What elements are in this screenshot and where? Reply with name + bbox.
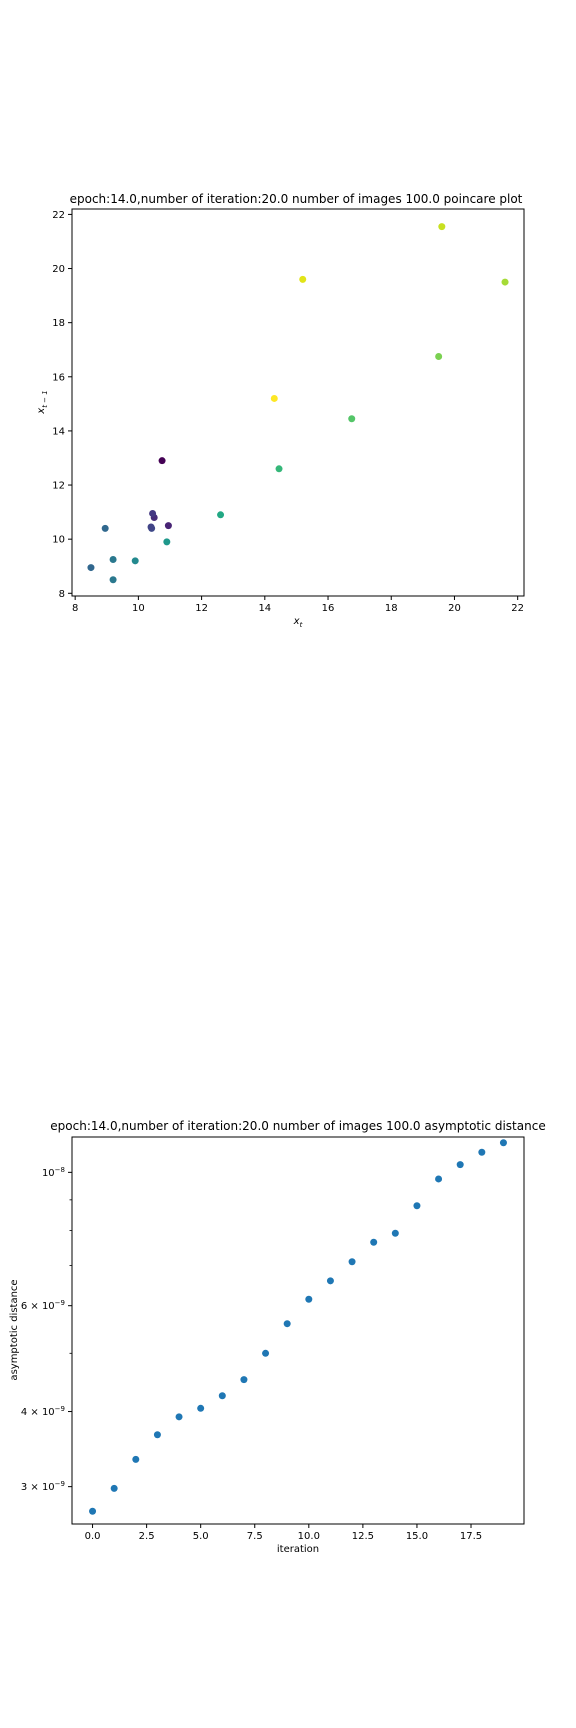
x-tick-label: 22 bbox=[511, 603, 524, 614]
data-point bbox=[305, 1295, 313, 1303]
y-tick-label: 20 bbox=[52, 264, 65, 275]
x-tick-label: 10 bbox=[132, 603, 145, 614]
data-point bbox=[197, 1404, 205, 1412]
data-point bbox=[326, 1277, 334, 1285]
y-tick-label: 18 bbox=[52, 318, 65, 329]
x-tick-label: 17.5 bbox=[460, 1531, 482, 1542]
poincare-chart: epoch:14.0,number of iteration:20.0 numb… bbox=[36, 192, 525, 629]
data-point bbox=[413, 1202, 421, 1210]
x-tick-label: 0.0 bbox=[85, 1531, 101, 1542]
data-point bbox=[218, 1392, 226, 1400]
poincare-plot-frame bbox=[71, 208, 525, 597]
x-tick-label: 18 bbox=[385, 603, 398, 614]
x-tick-label: 5.0 bbox=[193, 1531, 209, 1542]
x-tick-label: 8 bbox=[72, 603, 78, 614]
data-point bbox=[132, 1455, 140, 1463]
asymptotic-y-ticks: 3 × 10−9 4 × 10−9 6 × 10−9 10−8 bbox=[21, 1166, 72, 1493]
y-tick-label: 10−8 bbox=[42, 1166, 65, 1179]
poincare-y-axis-label: xt − 1 bbox=[36, 390, 49, 414]
data-point bbox=[110, 1484, 118, 1492]
x-tick-label: 12 bbox=[195, 603, 208, 614]
data-point bbox=[153, 1431, 161, 1439]
data-point bbox=[283, 1320, 291, 1328]
poincare-x-axis-label: xt bbox=[293, 616, 303, 629]
data-point bbox=[456, 1161, 464, 1169]
x-tick-label: 16 bbox=[322, 603, 335, 614]
asymptotic-chart-title: epoch:14.0,number of iteration:20.0 numb… bbox=[50, 1119, 545, 1133]
data-point bbox=[501, 278, 509, 286]
y-tick-label: 16 bbox=[52, 372, 65, 383]
y-tick-label: 22 bbox=[52, 210, 65, 221]
asymptotic-x-axis-label: iteration bbox=[277, 1544, 319, 1555]
asymptotic-plot-frame bbox=[71, 1136, 525, 1525]
data-point bbox=[164, 522, 172, 530]
data-point bbox=[131, 557, 139, 565]
data-point bbox=[270, 394, 278, 402]
y-tick-label: 12 bbox=[52, 481, 65, 492]
data-point bbox=[275, 465, 283, 473]
data-point bbox=[391, 1229, 399, 1237]
data-point bbox=[348, 415, 356, 423]
data-point bbox=[370, 1238, 378, 1246]
poincare-y-ticks: 8 10 12 14 16 18 20 22 bbox=[52, 210, 72, 600]
data-point bbox=[89, 1507, 97, 1515]
asymptotic-chart: epoch:14.0,number of iteration:20.0 numb… bbox=[9, 1119, 546, 1555]
data-point bbox=[87, 564, 95, 572]
data-point bbox=[109, 576, 117, 584]
asymptotic-points bbox=[89, 1139, 507, 1515]
asymptotic-x-ticks: 0.0 2.5 5.0 7.5 10.0 12.5 15.0 17.5 bbox=[85, 1524, 482, 1542]
x-tick-label: 14 bbox=[258, 603, 271, 614]
y-tick-label: 3 × 10−9 bbox=[21, 1480, 65, 1493]
data-point bbox=[348, 1258, 356, 1266]
asymptotic-y-axis-label: asymptotic distance bbox=[9, 1279, 20, 1380]
data-point bbox=[217, 511, 225, 519]
data-point bbox=[158, 457, 166, 465]
data-point bbox=[435, 1175, 443, 1183]
y-tick-label: 8 bbox=[59, 589, 65, 600]
y-tick-label: 6 × 10−9 bbox=[21, 1299, 65, 1312]
x-tick-label: 10.0 bbox=[298, 1531, 320, 1542]
x-tick-label: 12.5 bbox=[352, 1531, 374, 1542]
data-point bbox=[438, 223, 446, 231]
data-point bbox=[435, 352, 443, 360]
y-tick-label: 10 bbox=[52, 535, 65, 546]
data-point bbox=[175, 1413, 183, 1421]
x-tick-label: 15.0 bbox=[406, 1531, 428, 1542]
data-point bbox=[262, 1349, 270, 1357]
data-point bbox=[147, 523, 155, 531]
data-point bbox=[299, 275, 307, 283]
data-point bbox=[101, 524, 109, 532]
poincare-points bbox=[87, 223, 509, 584]
data-point bbox=[163, 538, 171, 546]
poincare-chart-title: epoch:14.0,number of iteration:20.0 numb… bbox=[70, 192, 523, 206]
data-point bbox=[478, 1148, 486, 1156]
x-tick-label: 2.5 bbox=[139, 1531, 155, 1542]
y-tick-label: 4 × 10−9 bbox=[21, 1405, 65, 1418]
data-point bbox=[109, 555, 117, 563]
data-point bbox=[149, 509, 157, 517]
y-tick-label: 14 bbox=[52, 426, 65, 437]
x-tick-label: 20 bbox=[448, 603, 461, 614]
data-point bbox=[240, 1376, 248, 1384]
poincare-x-ticks: 8 10 12 14 16 18 20 22 bbox=[72, 596, 524, 614]
data-point bbox=[499, 1139, 507, 1147]
x-tick-label: 7.5 bbox=[247, 1531, 263, 1542]
